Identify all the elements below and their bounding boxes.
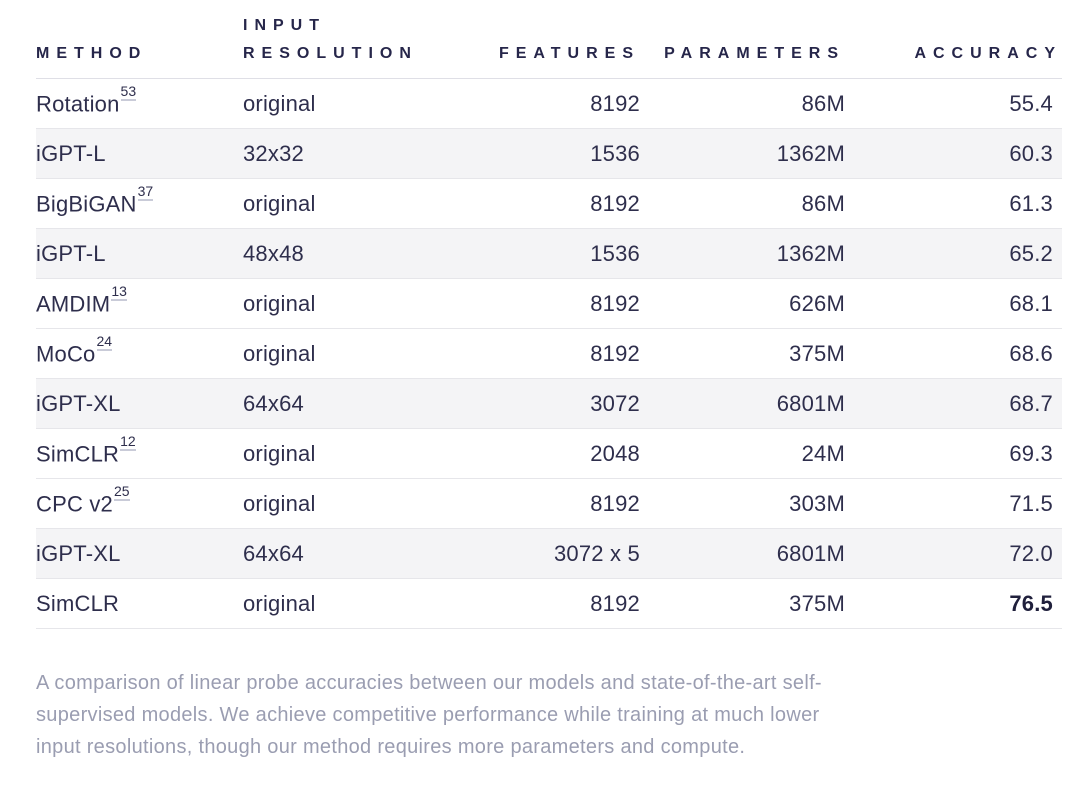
citation-link[interactable]: 13 <box>111 282 127 301</box>
features-cell: 3072 <box>429 378 640 429</box>
features-cell: 8192 <box>429 478 640 529</box>
method-name: iGPT-XL <box>36 540 121 566</box>
citation-link[interactable]: 25 <box>114 482 130 501</box>
accuracy-cell: 72.0 <box>845 528 1062 579</box>
parameters-cell: 24M <box>640 428 845 479</box>
features-cell: 3072 x 5 <box>429 528 640 579</box>
table-row: iGPT-XL 64x64 3072 6801M 68.7 <box>36 378 1062 429</box>
table-row: SimCLR12 original 2048 24M 69.3 <box>36 428 1062 479</box>
parameters-cell: 1362M <box>640 228 845 279</box>
accuracy-cell: 65.2 <box>845 228 1062 279</box>
input-resolution-cell: original <box>243 478 429 529</box>
method-cell: iGPT-L <box>36 228 243 279</box>
parameters-cell: 86M <box>640 78 845 129</box>
table-row: BigBiGAN37 original 8192 86M 61.3 <box>36 178 1062 229</box>
table-caption-line: supervised models. We achieve competitiv… <box>36 704 820 726</box>
method-name: AMDIM <box>36 291 111 317</box>
parameters-cell: 1362M <box>640 128 845 179</box>
features-cell: 1536 <box>429 128 640 179</box>
method-name: BigBiGAN <box>36 191 137 217</box>
method-name: iGPT-XL <box>36 390 121 416</box>
method-cell: iGPT-XL <box>36 528 243 579</box>
method-name: CPC v2 <box>36 491 113 517</box>
table-header-row: METHOD INPUT RESOLUTION FEATURES PARAMET… <box>36 12 1062 79</box>
features-cell: 8192 <box>429 178 640 229</box>
table-caption-line: A comparison of linear probe accuracies … <box>36 672 822 694</box>
method-cell: SimCLR12 <box>36 428 243 479</box>
col-header-method: METHOD <box>36 12 243 79</box>
parameters-cell: 303M <box>640 478 845 529</box>
citation-link[interactable]: 37 <box>137 182 154 201</box>
method-name: Rotation <box>36 91 120 117</box>
method-cell: CPC v225 <box>36 478 243 529</box>
method-cell: SimCLR <box>36 578 243 629</box>
method-name: MoCo <box>36 341 96 367</box>
col-header-parameters: PARAMETERS <box>640 12 845 79</box>
method-cell: BigBiGAN37 <box>36 178 243 229</box>
accuracy-cell: 68.1 <box>845 278 1062 329</box>
table-row: iGPT-L 48x48 1536 1362M 65.2 <box>36 228 1062 279</box>
input-resolution-cell: original <box>243 278 429 329</box>
col-header-features: FEATURES <box>429 12 640 79</box>
table-row: iGPT-L 32x32 1536 1362M 60.3 <box>36 128 1062 179</box>
method-name: SimCLR <box>36 441 120 467</box>
accuracy-cell: 71.5 <box>845 478 1062 529</box>
input-resolution-cell: original <box>243 578 429 629</box>
features-cell: 8192 <box>429 328 640 379</box>
input-resolution-cell: 64x64 <box>243 528 429 579</box>
parameters-cell: 6801M <box>640 528 845 579</box>
features-cell: 2048 <box>429 428 640 479</box>
table-row: MoCo24 original 8192 375M 68.6 <box>36 328 1062 379</box>
table-row: Rotation53 original 8192 86M 55.4 <box>36 78 1062 129</box>
accuracy-cell: 69.3 <box>845 428 1062 479</box>
comparison-table: METHOD INPUT RESOLUTION FEATURES PARAMET… <box>36 12 1062 629</box>
features-cell: 8192 <box>429 78 640 129</box>
parameters-cell: 6801M <box>640 378 845 429</box>
method-name: iGPT-L <box>36 240 106 266</box>
citation-link[interactable]: 12 <box>120 432 136 451</box>
table-caption-line: input resolutions, though our method req… <box>36 736 746 758</box>
method-cell: iGPT-L <box>36 128 243 179</box>
accuracy-cell: 68.7 <box>845 378 1062 429</box>
features-cell: 1536 <box>429 228 640 279</box>
input-resolution-cell: 48x48 <box>243 228 429 279</box>
input-resolution-cell: original <box>243 428 429 479</box>
parameters-cell: 375M <box>640 328 845 379</box>
method-cell: MoCo24 <box>36 328 243 379</box>
parameters-cell: 626M <box>640 278 845 329</box>
accuracy-cell: 76.5 <box>845 578 1062 629</box>
features-cell: 8192 <box>429 278 640 329</box>
parameters-cell: 375M <box>640 578 845 629</box>
method-cell: iGPT-XL <box>36 378 243 429</box>
accuracy-cell: 60.3 <box>845 128 1062 179</box>
input-resolution-cell: 32x32 <box>243 128 429 179</box>
accuracy-cell: 55.4 <box>845 78 1062 129</box>
citation-link[interactable]: 24 <box>96 332 113 351</box>
method-name: iGPT-L <box>36 140 106 166</box>
col-header-accuracy: ACCURACY <box>845 12 1062 79</box>
col-header-input-resolution: INPUT RESOLUTION <box>243 12 429 79</box>
table-row: AMDIM13 original 8192 626M 68.1 <box>36 278 1062 329</box>
citation-link[interactable]: 53 <box>120 82 137 101</box>
table-caption: A comparison of linear probe accuracies … <box>36 667 1062 763</box>
linear-probe-comparison-figure: METHOD INPUT RESOLUTION FEATURES PARAMET… <box>36 12 1062 763</box>
parameters-cell: 86M <box>640 178 845 229</box>
table-row: SimCLR original 8192 375M 76.5 <box>36 578 1062 629</box>
table-row: CPC v225 original 8192 303M 71.5 <box>36 478 1062 529</box>
input-resolution-cell: original <box>243 328 429 379</box>
features-cell: 8192 <box>429 578 640 629</box>
input-resolution-cell: original <box>243 178 429 229</box>
method-cell: Rotation53 <box>36 78 243 129</box>
method-name: SimCLR <box>36 590 120 616</box>
input-resolution-cell: original <box>243 78 429 129</box>
input-resolution-cell: 64x64 <box>243 378 429 429</box>
accuracy-cell: 61.3 <box>845 178 1062 229</box>
accuracy-cell: 68.6 <box>845 328 1062 379</box>
method-cell: AMDIM13 <box>36 278 243 329</box>
table-row: iGPT-XL 64x64 3072 x 5 6801M 72.0 <box>36 528 1062 579</box>
